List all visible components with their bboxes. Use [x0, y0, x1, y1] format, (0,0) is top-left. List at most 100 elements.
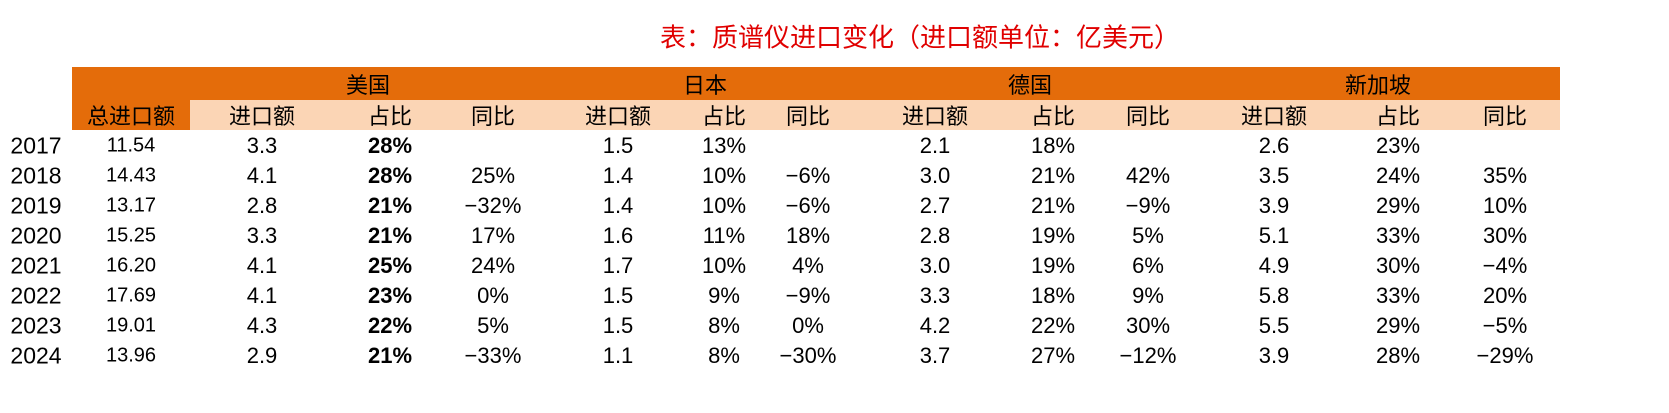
- import-value: 1.5: [602, 133, 634, 158]
- import-value: 1.5: [602, 313, 634, 338]
- share: 18%: [1030, 133, 1076, 158]
- yoy: 42%: [1125, 163, 1171, 188]
- yoy: 20%: [1482, 283, 1528, 308]
- subheader-band: [190, 100, 1560, 130]
- row-year: 2021: [10, 252, 62, 279]
- yoy: −9%: [785, 283, 831, 308]
- import-value: 2.8: [919, 223, 951, 248]
- share: 10%: [701, 163, 747, 188]
- yoy: 0%: [792, 313, 824, 338]
- import-value: 1.6: [602, 223, 634, 248]
- column-header: 进口额: [901, 104, 969, 129]
- import-value: 4.1: [246, 253, 278, 278]
- share: 28%: [367, 133, 413, 158]
- import-value: 2.9: [246, 343, 278, 368]
- column-header: 进口额: [584, 104, 652, 129]
- share: 33%: [1375, 223, 1421, 248]
- share: 21%: [367, 223, 413, 248]
- yoy: −6%: [785, 193, 831, 218]
- yoy: −5%: [1482, 313, 1528, 338]
- yoy: 30%: [1482, 223, 1528, 248]
- share: 8%: [708, 313, 740, 338]
- yoy: −6%: [785, 163, 831, 188]
- share: 33%: [1375, 283, 1421, 308]
- share: 8%: [708, 343, 740, 368]
- import-value: 4.3: [246, 313, 278, 338]
- total-header: 总进口额: [86, 104, 176, 129]
- import-value: 5.5: [1258, 313, 1290, 338]
- import-value: 3.5: [1258, 163, 1290, 188]
- import-value: 2.1: [919, 133, 951, 158]
- import-value: 4.1: [246, 283, 278, 308]
- share: 21%: [1030, 193, 1076, 218]
- share: 29%: [1375, 313, 1421, 338]
- yoy: 24%: [470, 253, 516, 278]
- import-value: 2.7: [919, 193, 951, 218]
- column-header: 同比: [470, 104, 516, 129]
- yoy: −12%: [1119, 343, 1177, 368]
- row-year: 2020: [10, 222, 62, 249]
- share: 22%: [1030, 313, 1076, 338]
- import-value: 3.3: [919, 283, 951, 308]
- total-import: 16.20: [105, 254, 157, 277]
- group-header-band: [72, 67, 1560, 100]
- row-year: 2023: [10, 312, 62, 339]
- share: 25%: [367, 253, 413, 278]
- column-header: 同比: [785, 104, 831, 129]
- yoy: 17%: [470, 223, 516, 248]
- import-value: 4.9: [1258, 253, 1290, 278]
- total-import: 19.01: [105, 314, 157, 337]
- column-header: 占比: [701, 104, 747, 129]
- total-import: 17.69: [105, 284, 157, 307]
- share: 29%: [1375, 193, 1421, 218]
- import-value: 5.1: [1258, 223, 1290, 248]
- yoy: 5%: [1132, 223, 1164, 248]
- total-import: 11.54: [106, 134, 156, 157]
- import-value: 1.7: [602, 253, 634, 278]
- share: 19%: [1030, 223, 1076, 248]
- group-header: 新加坡: [1344, 73, 1412, 98]
- yoy: 6%: [1132, 253, 1164, 278]
- import-value: 3.7: [919, 343, 951, 368]
- import-value: 1.1: [602, 343, 634, 368]
- total-header-cell: [72, 100, 190, 130]
- share: 27%: [1030, 343, 1076, 368]
- share: 9%: [708, 283, 740, 308]
- share: 22%: [367, 313, 413, 338]
- row-year: 2017: [10, 132, 62, 159]
- share: 10%: [701, 193, 747, 218]
- yoy: 25%: [470, 163, 516, 188]
- import-value: 2.8: [246, 193, 278, 218]
- total-import: 14.43: [105, 164, 157, 187]
- share: 19%: [1030, 253, 1076, 278]
- import-value: 3.9: [1258, 193, 1290, 218]
- column-header: 同比: [1482, 104, 1528, 129]
- group-header: 日本: [682, 73, 728, 98]
- share: 21%: [367, 343, 413, 368]
- import-value: 3.9: [1258, 343, 1290, 368]
- yoy: 18%: [785, 223, 831, 248]
- share: 23%: [367, 283, 413, 308]
- import-value: 3.3: [246, 223, 278, 248]
- row-year: 2018: [10, 162, 62, 189]
- share: 30%: [1375, 253, 1421, 278]
- import-value: 1.5: [602, 283, 634, 308]
- yoy: −29%: [1476, 343, 1534, 368]
- row-year: 2019: [10, 192, 62, 219]
- group-header: 美国: [345, 73, 391, 98]
- import-value: 3.0: [919, 253, 951, 278]
- yoy: 9%: [1132, 283, 1164, 308]
- share: 18%: [1030, 283, 1076, 308]
- row-year: 2022: [10, 282, 62, 309]
- import-value: 1.4: [602, 163, 634, 188]
- column-header: 占比: [1375, 104, 1421, 129]
- column-header: 进口额: [228, 104, 296, 129]
- share: 23%: [1375, 133, 1421, 158]
- import-value: 4.1: [246, 163, 278, 188]
- total-import: 13.17: [105, 194, 157, 217]
- yoy: 10%: [1482, 193, 1528, 218]
- yoy: −4%: [1482, 253, 1528, 278]
- column-header: 占比: [367, 104, 413, 129]
- total-import: 13.96: [105, 344, 157, 367]
